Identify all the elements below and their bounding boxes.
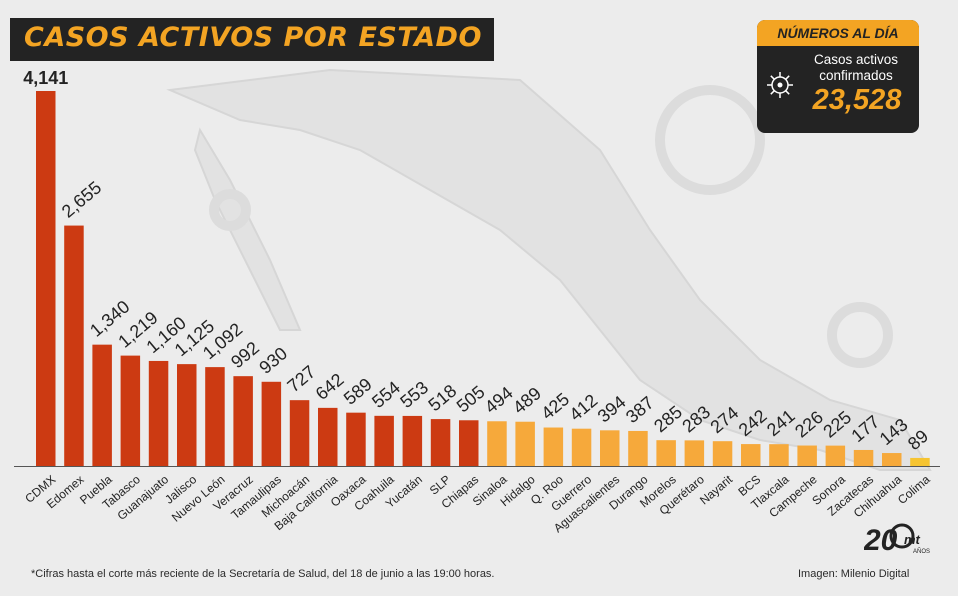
- category-label: Nayarit: [697, 472, 736, 508]
- category-label: Colima: [895, 472, 933, 507]
- summary-label-line2: confirmados: [819, 68, 893, 83]
- footnote: *Cifras hasta el corte más reciente de l…: [31, 568, 495, 580]
- value-label: 589: [340, 374, 376, 409]
- bar: [515, 421, 535, 466]
- bar: [910, 457, 930, 466]
- bar: [289, 400, 310, 466]
- bar: [177, 364, 197, 466]
- logo-brand: mt: [904, 532, 921, 547]
- title-banner: CASOS ACTIVOS POR ESTADO: [10, 18, 494, 61]
- bar: [712, 441, 733, 466]
- bar: [36, 91, 56, 466]
- value-label: 274: [707, 403, 743, 438]
- bar: [459, 420, 479, 466]
- bar: [487, 421, 507, 466]
- bar: [741, 444, 761, 466]
- bar: [797, 445, 817, 466]
- bar: [374, 415, 394, 466]
- value-label: 225: [819, 407, 855, 442]
- bar: [656, 440, 676, 466]
- bar: [882, 453, 902, 466]
- bar: [205, 367, 225, 466]
- value-label: 4,141: [23, 68, 68, 88]
- value-label: 412: [566, 390, 602, 425]
- bar: [120, 355, 141, 466]
- summary-label-line1: Casos activos: [813, 52, 899, 67]
- bar: [64, 225, 84, 466]
- bar: [684, 440, 705, 466]
- bar: [430, 419, 451, 466]
- chart-title: CASOS ACTIVOS POR ESTADO: [24, 22, 482, 53]
- bar: [148, 360, 169, 466]
- bar: [600, 430, 620, 466]
- value-label: 143: [876, 414, 912, 449]
- value-label: 553: [396, 377, 432, 412]
- bar: [543, 427, 564, 466]
- bar: [318, 407, 338, 466]
- bar: [825, 445, 846, 466]
- bar: [261, 381, 282, 466]
- summary-header: NÚMEROS AL DÍA: [757, 20, 919, 46]
- value-label: 930: [255, 343, 291, 378]
- value-label: 241: [763, 406, 799, 441]
- image-credit: Imagen: Milenio Digital: [798, 568, 910, 580]
- bar: [628, 430, 648, 466]
- summary-card: NÚMEROS AL DÍA Casos activos confirmados…: [757, 20, 919, 133]
- bar: [853, 449, 874, 466]
- bar: [571, 428, 592, 466]
- logo-sub: AÑOS: [913, 548, 930, 555]
- bar: [233, 376, 253, 466]
- value-label: 177: [848, 411, 884, 446]
- bar: [402, 415, 423, 466]
- bar: [92, 344, 112, 466]
- summary-value: 23,528: [812, 84, 902, 116]
- value-label: 2,655: [58, 177, 105, 221]
- milenio-20-anos-logo: 20 mt AÑOS: [864, 523, 930, 557]
- virus-icon: [767, 72, 793, 98]
- bar: [346, 412, 366, 466]
- bar: [769, 444, 789, 466]
- value-label: 489: [509, 383, 545, 418]
- summary-label: Casos activos confirmados: [793, 52, 919, 84]
